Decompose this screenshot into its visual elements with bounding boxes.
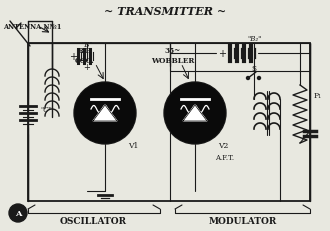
Circle shape: [165, 84, 225, 143]
Text: ~ TRANSMITTER ~: ~ TRANSMITTER ~: [104, 6, 226, 17]
Text: MODULATOR: MODULATOR: [209, 217, 277, 225]
Circle shape: [247, 77, 249, 80]
Text: A: A: [15, 209, 21, 217]
Bar: [28, 44, 310, 201]
Bar: [170, 44, 310, 72]
Polygon shape: [93, 106, 117, 122]
Text: +: +: [69, 52, 77, 62]
Text: S: S: [251, 65, 256, 73]
Circle shape: [164, 83, 226, 144]
Text: "B₂": "B₂": [247, 35, 261, 43]
Text: OSCILLATOR: OSCILLATOR: [59, 217, 126, 225]
Text: P₁: P₁: [314, 92, 322, 100]
Text: R.F.
OSC.: R.F. OSC.: [75, 47, 95, 64]
Circle shape: [75, 84, 135, 143]
Text: +: +: [83, 63, 90, 72]
Circle shape: [74, 83, 136, 144]
Circle shape: [257, 77, 260, 80]
Text: A.F.T.: A.F.T.: [215, 153, 235, 161]
Text: ANTENNA N№1: ANTENNA N№1: [3, 23, 61, 31]
Text: "C": "C": [40, 106, 52, 113]
Text: V1: V1: [128, 141, 138, 149]
Circle shape: [9, 204, 27, 222]
Polygon shape: [183, 106, 207, 122]
Text: V2: V2: [218, 141, 228, 149]
Text: "B": "B": [81, 41, 93, 49]
Text: 35~
WOBBLER: 35~ WOBBLER: [151, 47, 195, 64]
Text: +: +: [218, 49, 226, 59]
